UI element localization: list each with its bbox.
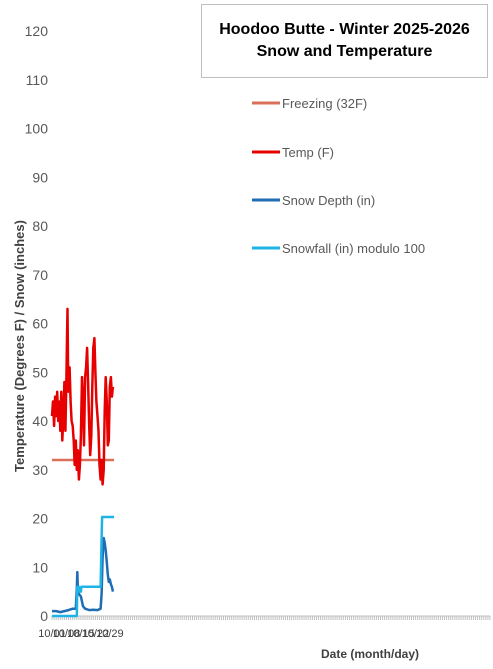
chart-title-box: Hoodoo Butte - Winter 2025-2026 Snow and… (201, 4, 488, 78)
series-line (52, 536, 115, 614)
y-tick-label: 60 (32, 316, 48, 332)
y-tick-label: 0 (40, 608, 48, 624)
legend: Freezing (32F) Temp (F) Snow Depth (in) Sno… (252, 96, 425, 256)
chart-subtitle: Snow and Temperature (256, 43, 433, 60)
x-tick-label: 10/08 (53, 628, 81, 640)
series-lines (50, 307, 115, 618)
y-tick-label: 110 (26, 72, 49, 88)
y-tick-label: 10 (32, 559, 48, 575)
y-tick-label: 30 (32, 462, 48, 478)
y-tick-label: 90 (32, 169, 48, 185)
x-tick-label: 10/15 (67, 628, 95, 640)
y-tick-label: 40 (32, 413, 48, 429)
x-tick-label: 10/01 (38, 628, 66, 640)
legend-label: Temp (F) (282, 145, 334, 160)
series-line (50, 307, 115, 486)
legend-label: Snowfall (in) modulo 100 (282, 241, 425, 256)
chart-title: Hoodoo Butte - Winter 2025-2026 (219, 21, 470, 38)
y-tick-label: 80 (32, 218, 48, 234)
y-tick-label: 70 (32, 267, 48, 283)
x-tick-label: 10/29 (96, 628, 124, 640)
y-tick-label: 50 (32, 364, 48, 380)
y-axis-label: Temperature (Degrees F) / Snow (inches) (12, 220, 27, 472)
legend-label: Snow Depth (in) (282, 193, 375, 208)
y-tick-label: 100 (25, 121, 49, 137)
y-axis: 0 10 20 30 40 50 60 70 80 90 100 110 120 (25, 23, 49, 624)
legend-label: Freezing (32F) (282, 96, 367, 111)
x-tick-label: 10/22 (82, 628, 110, 640)
y-tick-label: 20 (32, 511, 48, 527)
y-tick-label: 120 (25, 23, 49, 39)
series-line (52, 515, 114, 618)
x-axis-label: Date (month/day) (321, 647, 419, 661)
